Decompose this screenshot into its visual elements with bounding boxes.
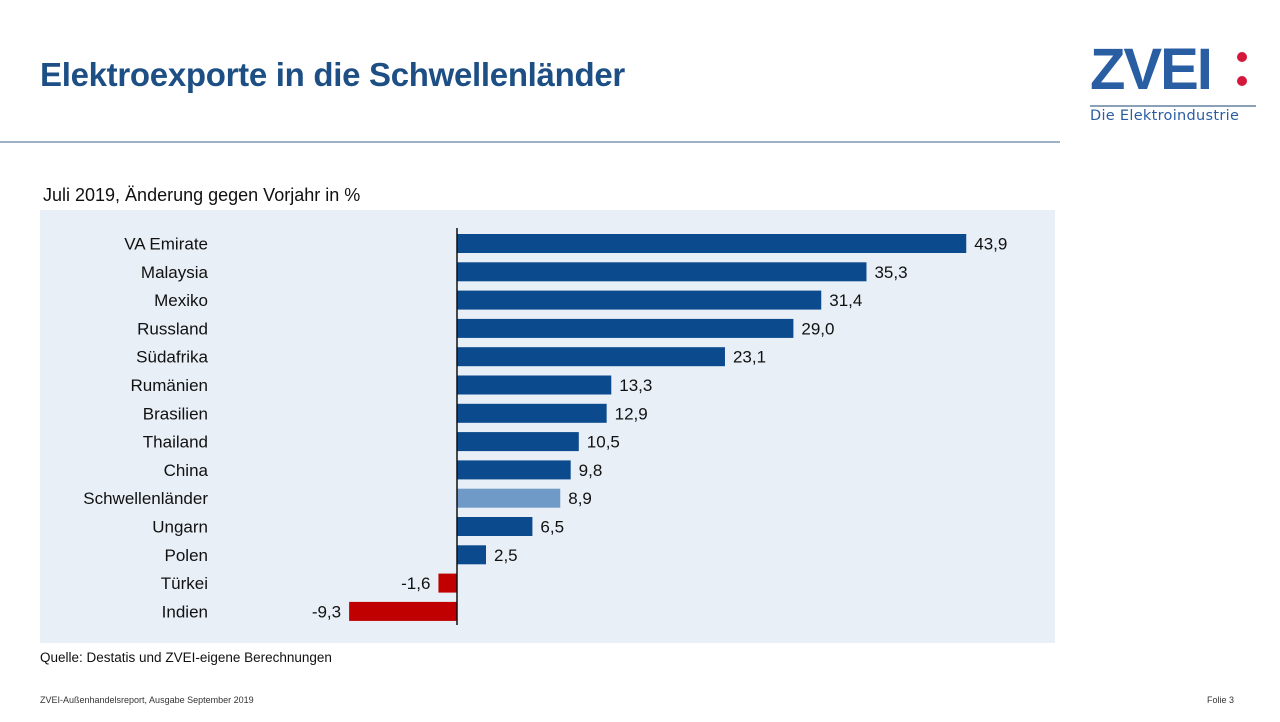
category-label: China — [164, 461, 209, 480]
bar-brasilien — [457, 403, 607, 423]
category-label: Brasilien — [143, 404, 208, 423]
value-label: 29,0 — [801, 319, 834, 338]
bar-thailand — [457, 432, 579, 452]
category-label: Malaysia — [141, 263, 209, 282]
category-label: Ungarn — [152, 518, 208, 537]
value-label: 43,9 — [974, 235, 1007, 254]
chart-panel — [40, 210, 1055, 643]
value-label: -9,3 — [312, 602, 341, 621]
category-label: Russland — [137, 319, 208, 338]
logo-wordmark: ZVEI — [1090, 37, 1213, 102]
category-label: Mexiko — [154, 291, 208, 310]
value-label: 13,3 — [619, 376, 652, 395]
logo-tagline: Die Elektroindustrie — [1090, 108, 1240, 124]
zvei-logo: ZVEI Die Elektroindustrie — [1090, 37, 1260, 132]
value-label: -1,6 — [401, 574, 430, 593]
category-label: Polen — [165, 546, 208, 565]
value-label: 10,5 — [587, 433, 620, 452]
slide-title: Elektroexporte in die Schwellenländer — [40, 56, 625, 93]
value-label: 2,5 — [494, 546, 518, 565]
bar-mexiko — [457, 290, 822, 310]
bar-va-emirate — [457, 234, 967, 253]
category-label: Türkei — [161, 574, 208, 593]
bar-rumänien — [457, 375, 612, 395]
bar-schwellenländer — [457, 488, 561, 508]
value-label: 23,1 — [733, 348, 766, 367]
value-label: 12,9 — [615, 404, 648, 423]
value-label: 6,5 — [540, 518, 564, 537]
title-divider — [0, 141, 1060, 143]
bar-ungarn — [457, 517, 533, 536]
chart-title: Juli 2019, Änderung gegen Vorjahr in % — [43, 185, 361, 205]
bar-russland — [457, 318, 794, 338]
category-label: VA Emirate — [124, 235, 208, 254]
bar-indien — [349, 601, 457, 621]
footer-slide-number: Folie 3 — [1207, 695, 1235, 705]
value-label: 35,3 — [874, 263, 907, 282]
bar-malaysia — [457, 262, 867, 282]
category-label: Thailand — [143, 433, 208, 452]
logo-colon-icon — [1237, 52, 1247, 100]
category-label: Indien — [162, 602, 208, 621]
logo-underline — [1090, 105, 1256, 107]
footer-report: ZVEI-Außenhandelsreport, Ausgabe Septemb… — [40, 695, 254, 705]
value-label: 8,9 — [568, 489, 592, 508]
value-label: 9,8 — [579, 461, 603, 480]
source-note: Quelle: Destatis und ZVEI-eigene Berechn… — [40, 650, 332, 665]
category-label: Rumänien — [131, 376, 209, 395]
bar-südafrika — [457, 347, 725, 367]
bar-türkei — [438, 573, 457, 593]
category-label: Schwellenländer — [83, 489, 208, 508]
category-label: Südafrika — [136, 348, 208, 367]
bar-polen — [457, 545, 486, 565]
value-label: 31,4 — [829, 291, 862, 310]
bar-china — [457, 460, 571, 480]
